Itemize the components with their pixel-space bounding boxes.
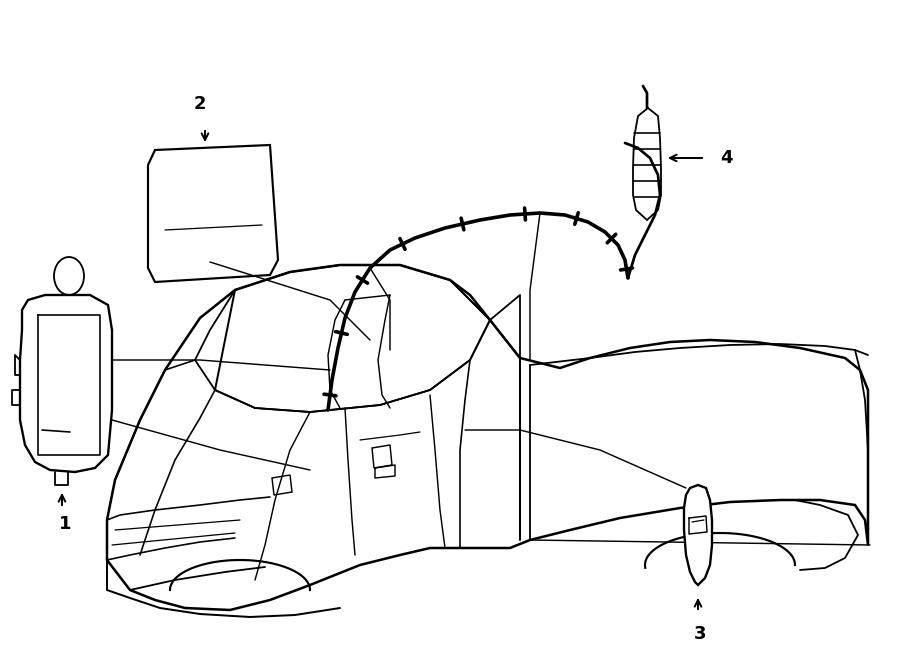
Polygon shape — [148, 145, 278, 282]
Text: 3: 3 — [694, 625, 706, 643]
Polygon shape — [20, 295, 112, 472]
Polygon shape — [684, 485, 712, 585]
Text: 4: 4 — [720, 149, 733, 167]
Text: 1: 1 — [58, 515, 71, 533]
Text: 2: 2 — [194, 95, 206, 113]
Polygon shape — [633, 108, 661, 220]
